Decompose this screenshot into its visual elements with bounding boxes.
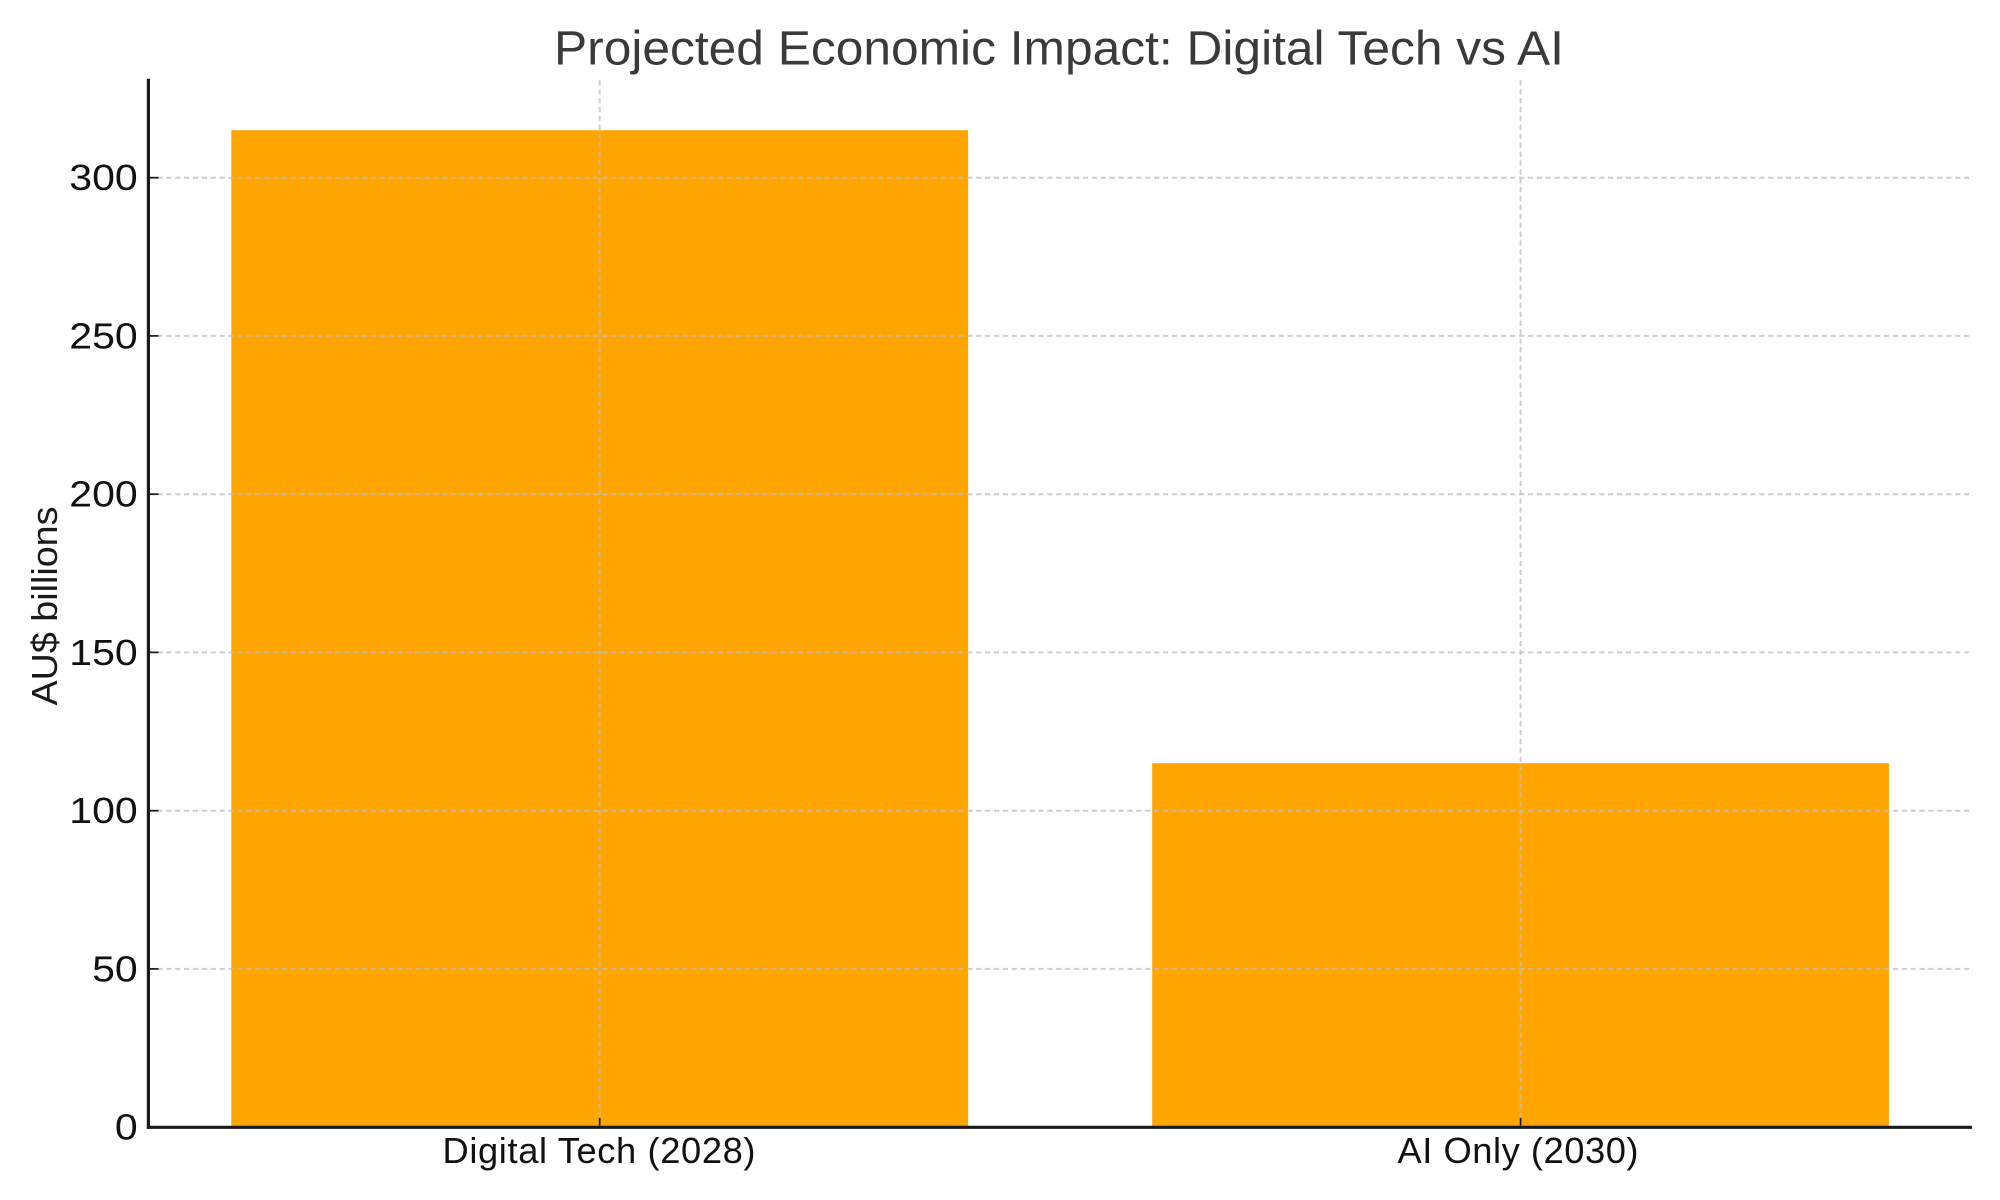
svg-text:150: 150 <box>69 633 137 673</box>
svg-text:50: 50 <box>92 950 138 990</box>
svg-text:AI Only (2030): AI Only (2030) <box>1398 1130 1639 1171</box>
svg-text:250: 250 <box>69 317 137 357</box>
svg-text:100: 100 <box>69 791 137 831</box>
svg-text:Projected Economic Impact: Dig: Projected Economic Impact: Digital Tech … <box>554 22 1564 76</box>
svg-text:200: 200 <box>69 475 137 515</box>
svg-text:300: 300 <box>69 158 137 198</box>
svg-text:0: 0 <box>115 1108 138 1148</box>
svg-text:AU$ billions: AU$ billions <box>24 507 65 706</box>
svg-text:Digital Tech (2028): Digital Tech (2028) <box>443 1130 756 1171</box>
